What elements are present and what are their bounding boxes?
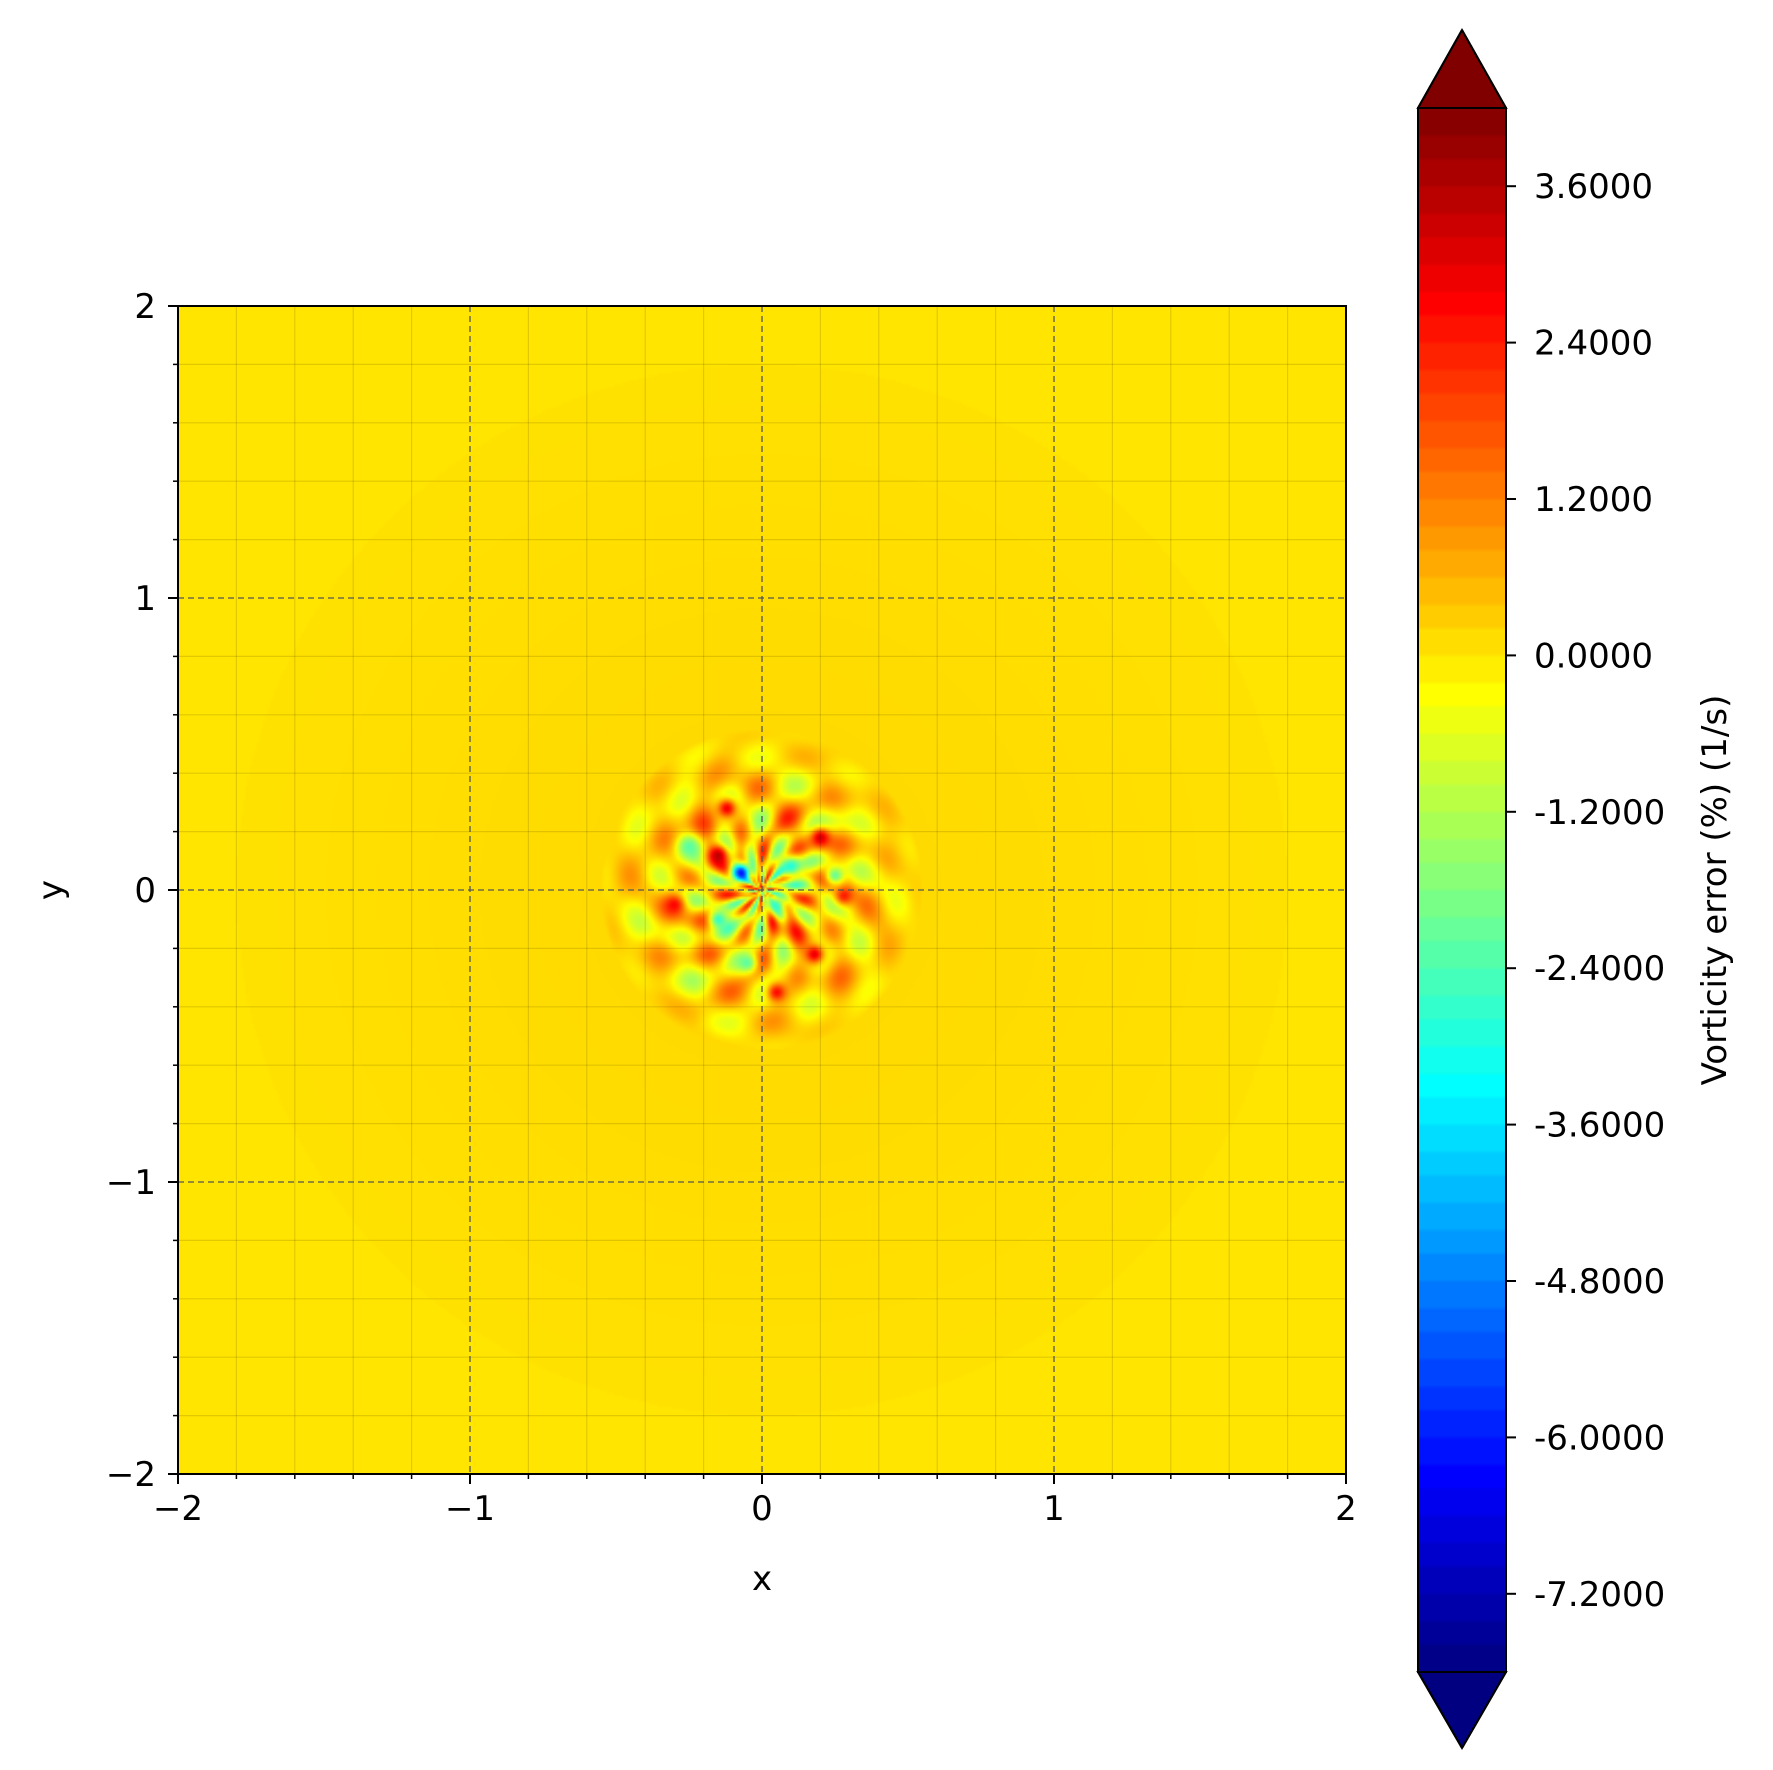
- x-tick-label: 0: [751, 1489, 773, 1529]
- x-tick-label: −2: [153, 1489, 203, 1529]
- colorbar-gradient: [1418, 108, 1506, 1672]
- colorbar-tick-label: 2.4000: [1534, 324, 1653, 364]
- colorbar-ticks: 3.6000 2.4000 1.2000 0.0000 -1.2000 -2.4000 -3…: [1506, 167, 1665, 1615]
- y-tick-label: 1: [134, 579, 156, 619]
- colorbar: 3.6000 2.4000 1.2000 0.0000 -1.2000 -2.4000 -3…: [1416, 27, 1735, 1750]
- colorbar-tick-label: -2.4000: [1534, 949, 1665, 989]
- y-tick-label: −2: [106, 1455, 156, 1495]
- x-tick-label: 2: [1335, 1489, 1357, 1529]
- y-axis-label: y: [31, 880, 71, 900]
- y-tick-label: −1: [106, 1163, 156, 1203]
- colorbar-tick-label: 1.2000: [1534, 480, 1653, 520]
- colorbar-tick-label: 3.6000: [1534, 167, 1653, 207]
- x-axis-label: x: [752, 1559, 772, 1599]
- colorbar-tick-label: -6.0000: [1534, 1418, 1665, 1458]
- grid-lines: [178, 306, 1346, 1474]
- colorbar-tick-label: -3.6000: [1534, 1106, 1665, 1146]
- y-tick-label: 2: [134, 287, 156, 327]
- colorbar-label: Vorticity error (%) (1/s): [1695, 695, 1735, 1086]
- x-tick-label: −1: [445, 1489, 495, 1529]
- plot-area: −2 −1 0 1 2 −2 −1 0 1 2: [106, 287, 1357, 1529]
- colorbar-tick-label: 0.0000: [1534, 636, 1653, 676]
- y-tick-label: 0: [134, 871, 156, 911]
- colorbar-tick-label: -1.2000: [1534, 793, 1665, 833]
- colorbar-extend-top: [1416, 27, 1508, 109]
- colorbar-tick-label: -4.8000: [1534, 1262, 1665, 1302]
- colorbar-tick-label: -7.2000: [1534, 1575, 1665, 1615]
- x-tick-label: 1: [1043, 1489, 1065, 1529]
- axes: −2 −1 0 1 2 −2 −1 0 1 2: [106, 287, 1357, 1529]
- colorbar-extend-bottom: [1416, 1671, 1508, 1750]
- colorbar-frame: [1417, 107, 1507, 1673]
